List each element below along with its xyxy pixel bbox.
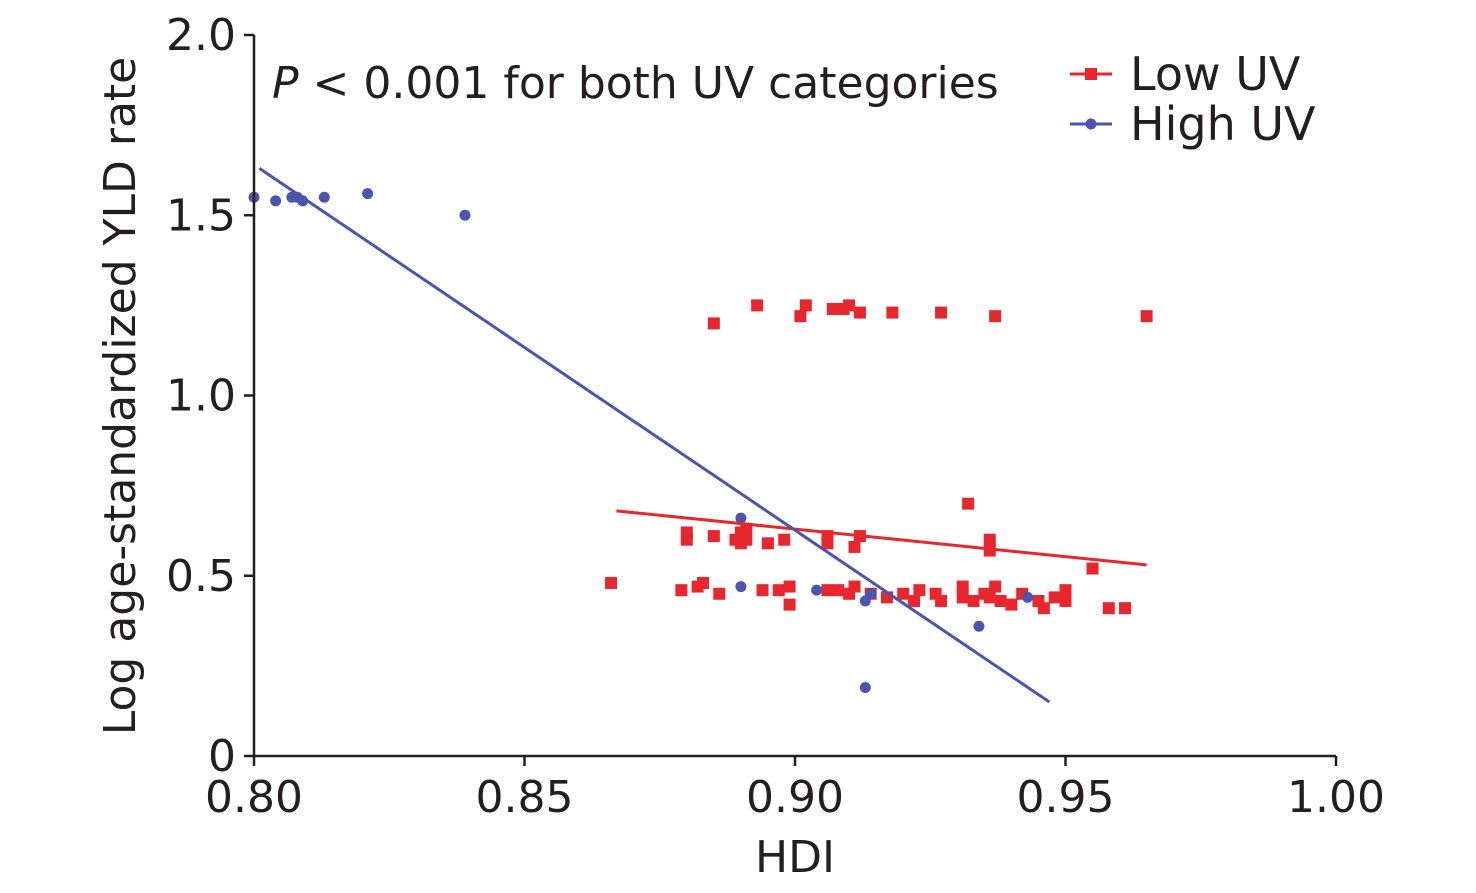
low-uv-point [989,310,1002,323]
low-uv-point [756,584,769,597]
y-tick-label: 1.5 [166,190,236,241]
low-uv-point [740,533,753,546]
low-uv-point [989,580,1002,593]
low-uv-point [783,580,796,593]
y-axis-title: Log age-standardized YLD rate [95,57,146,736]
low-uv-point [680,526,693,539]
low-uv-point [935,306,948,319]
high-uv-point [318,191,330,203]
low-uv-point [675,584,688,597]
low-uv-point [1140,310,1153,323]
low-uv-point [1005,598,1018,611]
tick-labels: 0.80 0.85 0.90 0.95 1.00 0 0.5 1.0 1.5 2.0 [166,10,1385,823]
low-uv-point [697,576,710,589]
high-uv-point [859,682,871,694]
legend-circle-marker [1085,118,1097,130]
high-uv-point [362,188,374,200]
p-value-text: < 0.001 for both UV categories [299,58,999,109]
x-tick-label: 0.85 [476,772,574,823]
high-uv-point [270,195,282,207]
high-uv-fit-line [258,167,1051,704]
low-uv-point [751,299,764,312]
p-value-annotation: P < 0.001 for both UV categories [272,58,999,109]
low-uv-point [908,594,921,607]
low-uv-point [886,306,899,319]
low-uv-point [605,576,618,589]
low-uv-point [761,537,774,550]
low-uv-point [783,598,796,611]
low-uv-point [707,317,720,330]
low-uv-point [1086,562,1099,575]
low-uv-point [1059,584,1072,597]
low-uv-point [832,584,845,597]
low-uv-point [897,587,910,600]
low-uv-point [794,310,807,323]
low-uv-point [935,594,948,607]
legend-item-high-uv: High UV [1070,97,1316,151]
legend-label: High UV [1130,97,1316,151]
x-tick-label: 0.95 [1017,772,1115,823]
high-uv-point [459,209,471,221]
low-uv-point [707,530,720,543]
low-uv-point [713,587,726,600]
low-uv-point [848,580,861,593]
p-value-symbol: P [272,58,299,109]
y-tick-label: 0 [208,731,236,782]
y-tick-label: 1.0 [166,371,236,422]
low-uv-point [994,594,1007,607]
low-uv-point [821,584,834,597]
high-uv-point [865,588,877,600]
x-tick-label: 0.90 [746,772,844,823]
low-uv-point [913,584,926,597]
low-uv-point [967,594,980,607]
low-uv-point [1119,602,1132,615]
series-high-uv [248,188,1034,694]
low-uv-point [772,584,785,597]
low-uv-point [956,580,969,593]
low-uv-point [799,299,812,312]
legend-label: Low UV [1130,47,1301,101]
y-tick-label: 2.0 [166,10,236,61]
series-low-uv [605,299,1153,615]
low-uv-point [1059,594,1072,607]
low-uv-point [1048,591,1061,604]
high-uv-point [1022,591,1034,603]
low-uv-point [826,302,839,315]
low-uv-point [853,306,866,319]
high-uv-point [973,620,985,632]
low-uv-point [956,591,969,604]
plot-marks [248,167,1153,704]
low-uv-point [983,533,996,546]
low-uv-point [1037,602,1050,615]
low-uv-point [843,299,856,312]
low-uv-point [848,540,861,553]
low-uv-fit-line [616,509,1147,567]
high-uv-point [735,581,747,593]
high-uv-point [811,584,823,596]
low-uv-point [1102,602,1115,615]
x-tick-label: 0.80 [205,772,303,823]
low-uv-point [983,591,996,604]
legend-item-low-uv: Low UV [1070,47,1301,101]
x-axis-title: HDI [755,832,835,883]
y-tick-label: 0.5 [166,551,236,602]
legend-square-marker [1085,68,1097,80]
x-tick-label: 1.00 [1287,772,1385,823]
axes [244,33,1338,766]
low-uv-point [778,533,791,546]
low-uv-point [962,497,975,510]
high-uv-point [735,512,747,524]
